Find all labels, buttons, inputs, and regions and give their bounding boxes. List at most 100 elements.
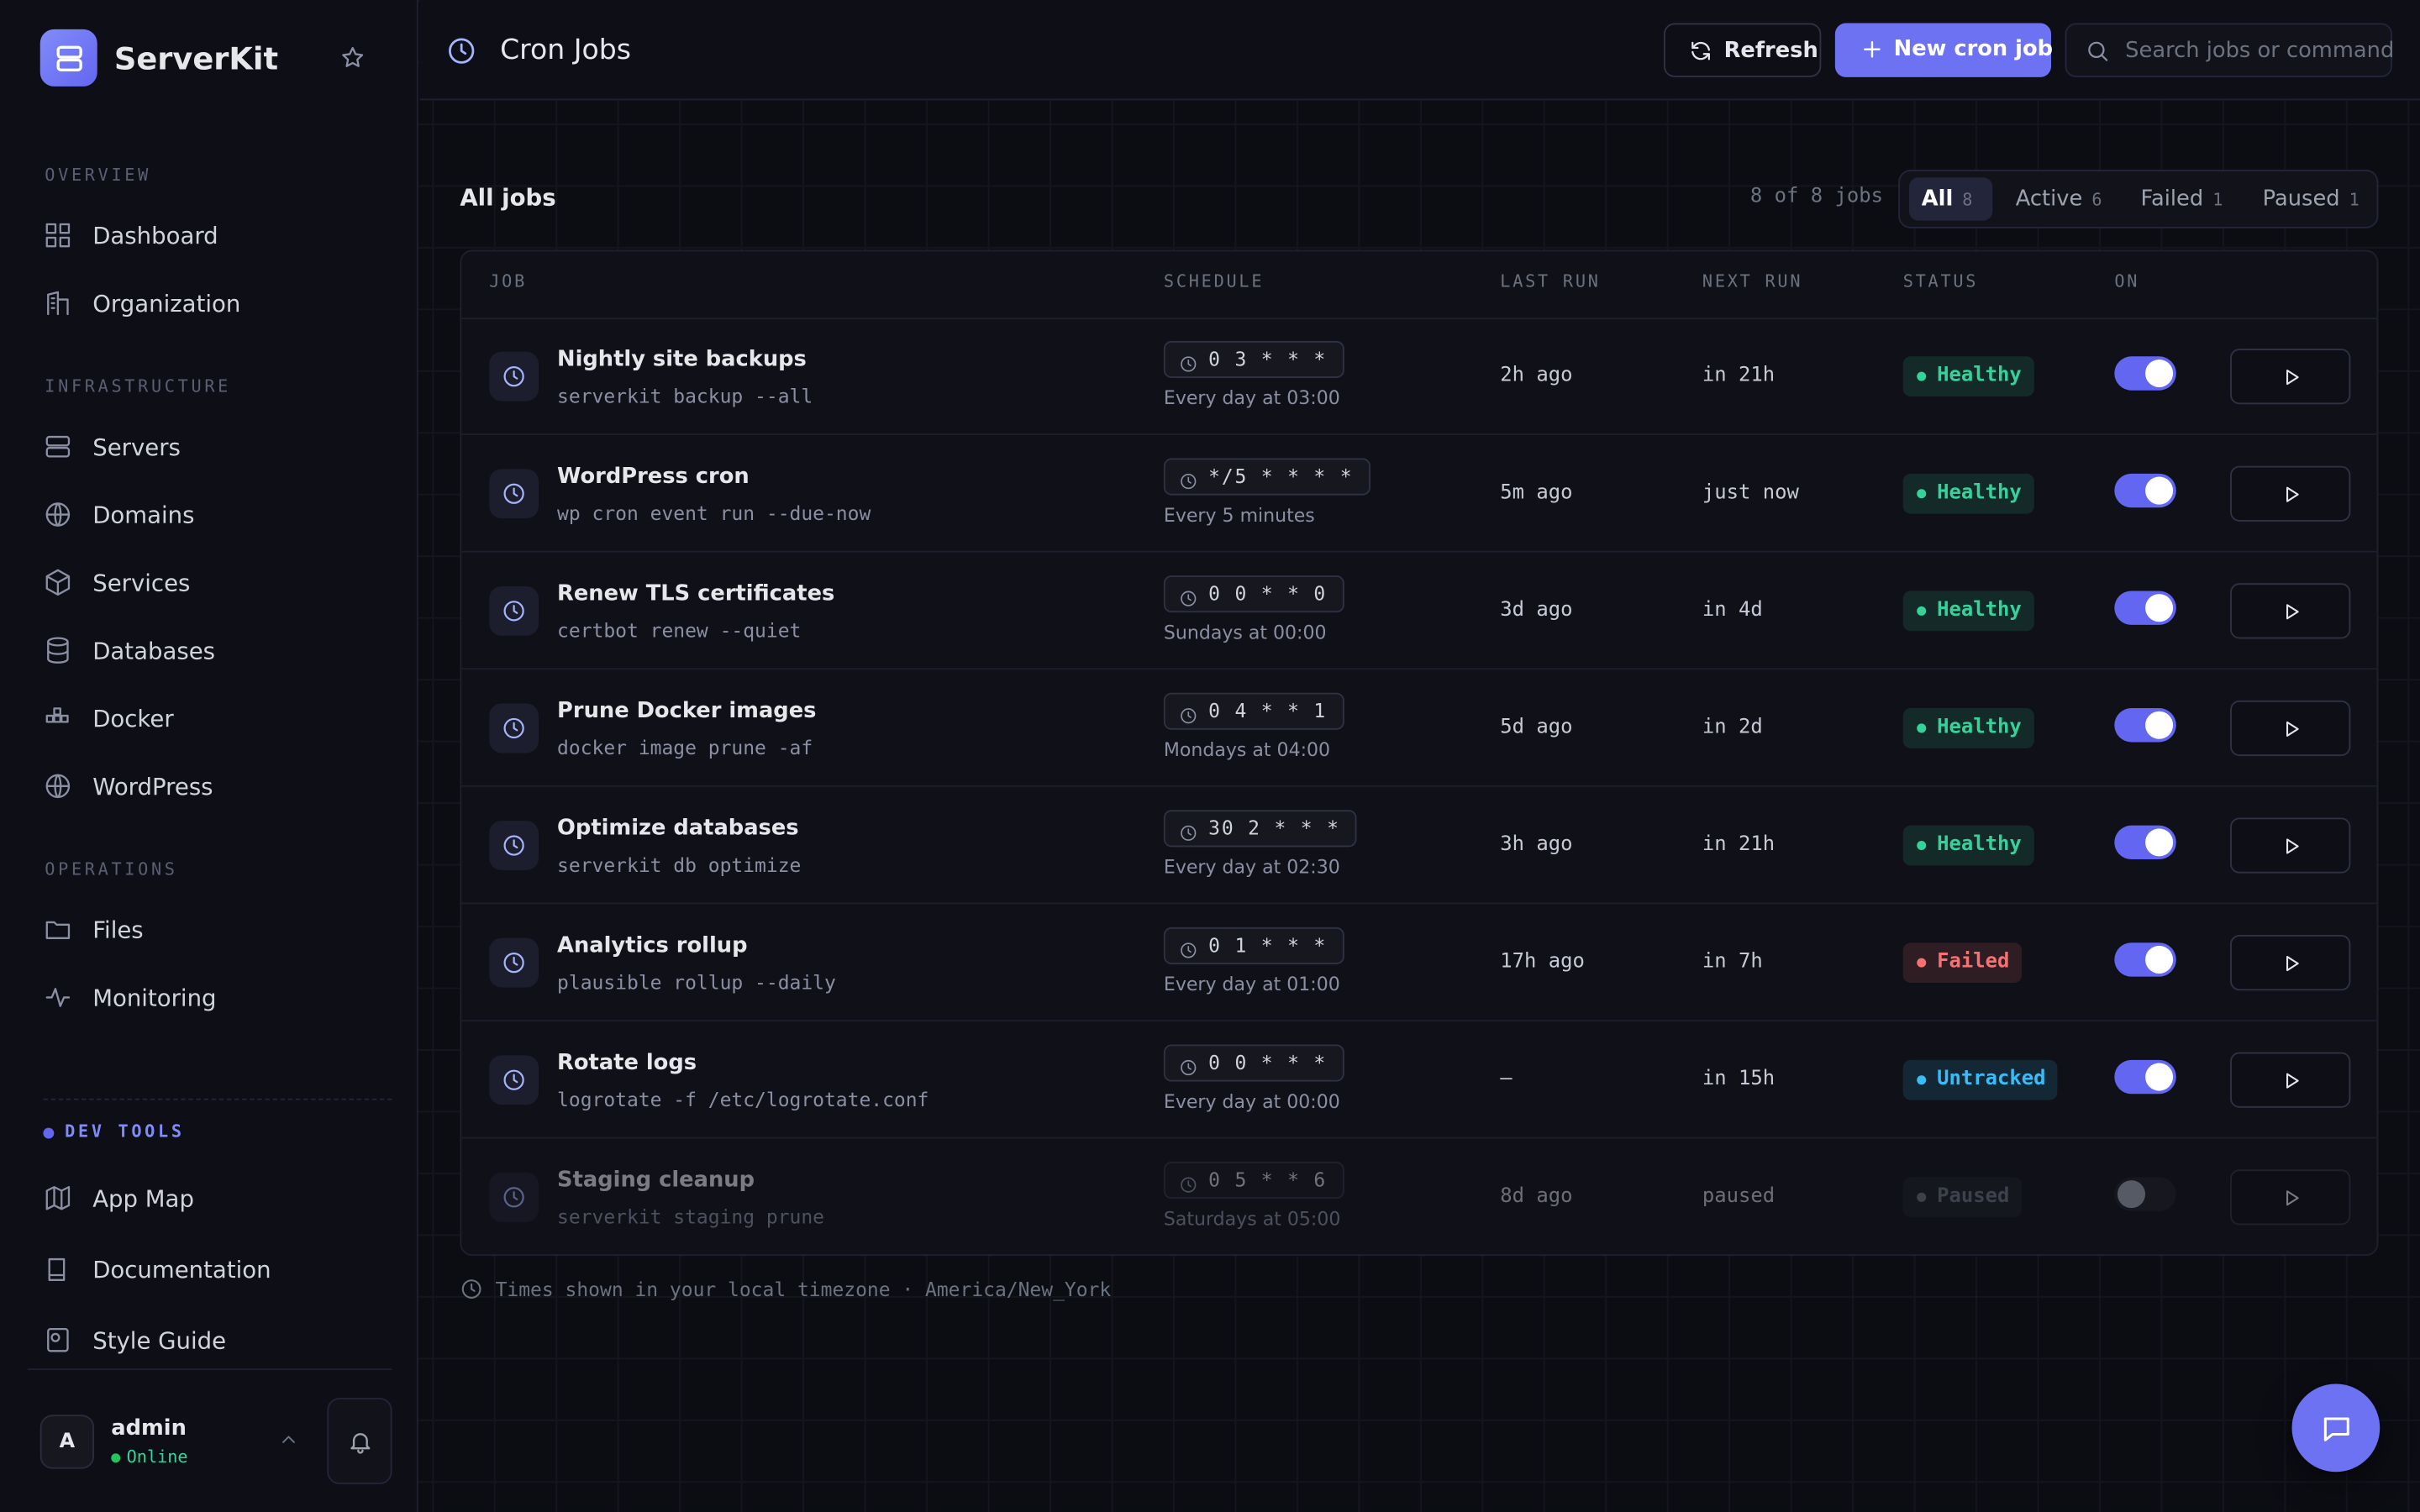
nav-item[interactable]: Monitoring	[28, 974, 392, 1023]
icon-part	[45, 1185, 71, 1210]
next-run: in 21h	[1702, 832, 1776, 857]
nav-item[interactable]: Domains	[28, 491, 392, 540]
toggle[interactable]	[2114, 1059, 2176, 1095]
run-button[interactable]	[2230, 349, 2351, 405]
run-button[interactable]	[2230, 935, 2351, 991]
icon-part	[45, 1185, 71, 1210]
icon-part	[2286, 1189, 2298, 1205]
table-row: Prune Docker images docker image prune -a…	[461, 669, 2377, 787]
run-button[interactable]	[2230, 1169, 2351, 1226]
job-name: Analytics rollup	[557, 933, 748, 958]
cron-chip: */5 * * * *	[1163, 458, 1370, 496]
nav-label: Dashboard	[92, 222, 218, 250]
last-run: 3d ago	[1500, 598, 1573, 622]
filter-label: Paused	[2262, 186, 2340, 212]
icon	[1179, 819, 1197, 853]
icon-part	[45, 502, 71, 527]
icon-part	[2286, 720, 2298, 737]
toggle-knob	[2145, 828, 2174, 857]
header-border	[461, 318, 2377, 320]
nav-item[interactable]: App Map	[28, 1174, 392, 1224]
refresh-button[interactable]: Refresh	[1663, 23, 1822, 77]
footnote-icon	[460, 1278, 483, 1307]
job-name: Optimize databases	[557, 816, 799, 842]
nav-item[interactable]: Services	[28, 559, 392, 608]
search-input[interactable]: Search jobs or command	[2065, 23, 2394, 77]
run-button[interactable]	[2230, 817, 2351, 874]
icon-part	[1187, 711, 1192, 718]
run-button[interactable]	[2230, 583, 2351, 639]
nav-item[interactable]: Style Guide	[28, 1316, 392, 1366]
nav-item[interactable]: Docker	[28, 695, 392, 744]
new-job-button[interactable]: New cron job	[1834, 23, 2053, 77]
toggle[interactable]	[2114, 591, 2176, 625]
nav-item[interactable]: Documentation	[28, 1245, 392, 1294]
cron-chip: 0 4 * * 1	[1163, 692, 1344, 730]
icon-part	[1187, 1180, 1192, 1188]
nav-icon	[43, 771, 72, 806]
toggle[interactable]	[2114, 356, 2176, 391]
icon-part	[503, 717, 524, 739]
nav-item[interactable]: Files	[28, 906, 392, 955]
icon-part	[45, 988, 71, 1007]
nav-label: Documentation	[92, 1256, 271, 1284]
nav-label: Domains	[92, 501, 195, 529]
nav-label: App Map	[92, 1184, 194, 1213]
cron-chip: 0 1 * * *	[1163, 927, 1344, 964]
icon-part	[2286, 837, 2298, 853]
column-header: SCHEDULE	[1163, 271, 1265, 292]
nav-label: Services	[92, 569, 191, 597]
icon-part	[503, 366, 524, 387]
bell-button[interactable]	[327, 1398, 392, 1484]
toggle[interactable]	[2114, 473, 2176, 508]
toggle[interactable]	[2114, 708, 2176, 743]
filter-tab[interactable]: Active 6	[2003, 177, 2114, 220]
icon-part	[449, 38, 475, 64]
toggle-knob	[2145, 594, 2174, 622]
column-header: NEXT RUN	[1702, 271, 1803, 292]
toggle[interactable]	[2114, 1177, 2176, 1211]
dot	[43, 1127, 55, 1139]
run-button[interactable]	[2230, 465, 2351, 522]
toggle[interactable]	[2114, 825, 2176, 860]
job-icon	[489, 821, 539, 870]
table-row: Nightly site backups serverkit backup --a…	[461, 318, 2377, 435]
status-badge: Untracked	[1902, 1059, 2059, 1100]
filter-tab[interactable]: Paused 1	[2250, 177, 2368, 220]
status-badge: Healthy	[1902, 825, 2034, 866]
nav-item[interactable]: Dashboard	[28, 212, 392, 261]
run-button[interactable]	[2230, 700, 2351, 756]
icon-part	[45, 569, 71, 596]
icon-part	[2286, 369, 2298, 385]
run-button[interactable]	[2230, 1052, 2351, 1108]
icon-part	[55, 45, 82, 58]
filter-label: Failed	[2140, 186, 2204, 212]
icon-part	[503, 717, 524, 739]
star-button[interactable]	[339, 45, 366, 77]
table-row: Rotate logs logrotate -f /etc/logrotate.c…	[461, 1021, 2377, 1139]
filter-tab[interactable]: All 8	[1909, 177, 1993, 221]
icon-part	[45, 502, 71, 527]
filter-tab[interactable]: Failed 1	[2128, 177, 2237, 220]
chat-button[interactable]	[2291, 1383, 2381, 1473]
icon	[1179, 1053, 1197, 1087]
chevron[interactable]	[278, 1429, 300, 1457]
toggle-knob	[2145, 1063, 2174, 1091]
last-run: 2h ago	[1500, 364, 1573, 388]
toggle[interactable]	[2114, 942, 2176, 977]
nav-item[interactable]: WordPress	[28, 762, 392, 811]
nav-label: Files	[92, 916, 144, 945]
nav-item[interactable]: Databases	[28, 627, 392, 676]
nav-item[interactable]: Servers	[28, 423, 392, 472]
icon-part	[59, 236, 71, 248]
schedule-text: Every 5 minutes	[1163, 504, 1315, 527]
nav-item[interactable]: Organization	[28, 279, 392, 328]
icon-part	[282, 1436, 295, 1443]
nav-icon	[43, 1254, 72, 1289]
nav-label: Servers	[92, 433, 181, 462]
icon-part	[449, 38, 475, 64]
icon-part	[2323, 1416, 2349, 1441]
job-icon	[489, 469, 539, 519]
icon-part	[1181, 825, 1197, 841]
icon-part	[2323, 1416, 2349, 1441]
